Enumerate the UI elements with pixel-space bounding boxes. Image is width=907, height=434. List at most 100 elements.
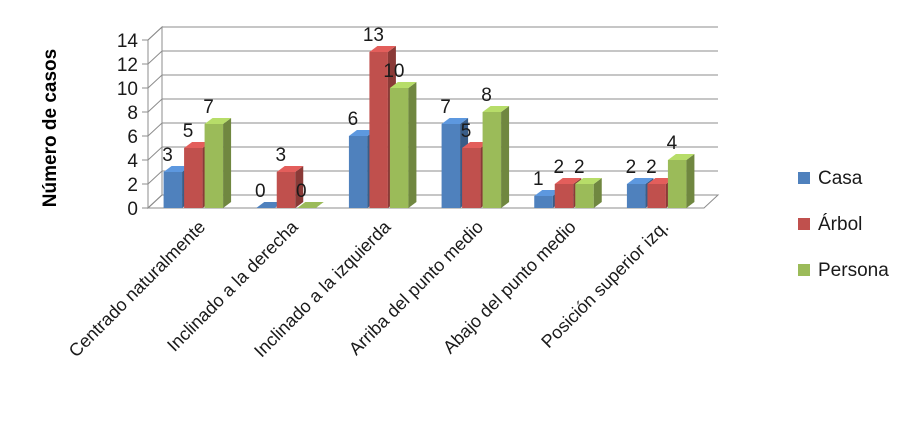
y-tick-label: 14: [117, 31, 139, 52]
bar-front: [647, 184, 666, 208]
legend-item-árbol: Árbol: [798, 214, 862, 235]
y-tick-label: 6: [127, 127, 138, 148]
legend-item-casa: Casa: [798, 168, 863, 189]
bar-front: [534, 196, 553, 208]
data-label: 2: [553, 157, 564, 178]
gridline: [147, 170, 718, 185]
y-axis-label: Número de casos: [40, 49, 61, 207]
bar-front: [389, 88, 409, 208]
bar-casa-1: [256, 202, 283, 208]
bar-top: [441, 118, 469, 124]
bar-front: [482, 112, 502, 208]
bar-top: [184, 142, 211, 148]
bar-top: [667, 154, 695, 160]
data-label: 5: [461, 121, 472, 142]
y-axis-ticks: 0 2 4 6 8 10 12 14: [117, 31, 139, 220]
y-tick-label: 4: [127, 151, 138, 172]
bar-side: [501, 106, 510, 208]
data-label: 10: [383, 61, 404, 82]
bar-top: [482, 106, 510, 112]
y-tick-label: 12: [117, 55, 138, 76]
gridline: [147, 26, 718, 41]
bar-top: [575, 178, 602, 184]
gridline: [147, 50, 718, 65]
bar-top: [554, 178, 582, 184]
bar-side: [295, 166, 304, 208]
bar-árbol-1: [276, 166, 304, 208]
data-label: 13: [363, 25, 384, 46]
bar-top: [348, 130, 376, 136]
gridline: [147, 194, 718, 209]
bar-top: [204, 118, 232, 124]
bar-persona-0: [204, 118, 232, 208]
bar-persona-2: [389, 82, 417, 208]
y-tick-label: 0: [127, 199, 138, 220]
data-label: 0: [296, 181, 307, 202]
bar-top: [276, 166, 304, 172]
legend-label: Casa: [818, 168, 863, 189]
bar-flat: [297, 202, 324, 208]
bar-front: [441, 124, 461, 208]
bar-persona-1: [297, 202, 324, 208]
data-label: 6: [348, 109, 359, 130]
bar-front: [163, 172, 183, 208]
bar-front: [667, 160, 687, 208]
legend-item-persona: Persona: [798, 260, 889, 281]
bar-top: [462, 142, 489, 148]
y-tick-label: 8: [127, 103, 138, 124]
data-label: 3: [162, 145, 173, 166]
bar-front: [184, 148, 203, 208]
bar-top: [369, 46, 396, 52]
bar-side: [686, 154, 695, 208]
data-label: 8: [481, 85, 492, 106]
gridline: [147, 74, 718, 89]
data-label: 2: [626, 157, 637, 178]
bar-front: [369, 52, 388, 208]
data-label: 4: [667, 133, 678, 154]
data-label: 0: [255, 181, 266, 202]
bar-top: [389, 82, 417, 88]
legend-swatch: [798, 218, 810, 230]
legend-swatch: [798, 264, 810, 276]
back-wall: [162, 27, 718, 195]
y-tick-label: 10: [117, 79, 138, 100]
gridline: [147, 98, 718, 113]
data-label: 5: [183, 121, 194, 142]
data-label: 3: [275, 145, 286, 166]
data-label: 2: [646, 157, 657, 178]
bar-persona-4: [575, 178, 602, 208]
bar-front: [575, 184, 594, 208]
bar-top: [647, 178, 674, 184]
bar-top: [626, 178, 654, 184]
legend-label: Persona: [818, 260, 889, 281]
gridlines: [142, 26, 718, 209]
bar-front: [462, 148, 481, 208]
legend-swatch: [798, 172, 810, 184]
bar-front: [204, 124, 224, 208]
bar-side: [408, 82, 417, 208]
y-tick-label: 2: [127, 175, 138, 196]
bar-front: [626, 184, 646, 208]
bar-top: [163, 166, 191, 172]
bar-persona-5: [667, 154, 695, 208]
bars: [163, 46, 695, 208]
legend: Casa Árbol Persona: [798, 168, 889, 281]
gridline: [147, 122, 718, 137]
data-label: 1: [533, 169, 544, 190]
data-label: 7: [440, 97, 451, 118]
data-label: 2: [574, 157, 585, 178]
legend-label: Árbol: [818, 214, 862, 235]
bar-top: [534, 190, 561, 196]
bar-flat: [256, 202, 283, 208]
bar-persona-3: [482, 106, 510, 208]
bar-side: [223, 118, 232, 208]
gridline: [147, 146, 718, 161]
bar-front: [276, 172, 296, 208]
bar-side: [593, 178, 602, 208]
side-wall: [147, 25, 163, 210]
bar-front: [554, 184, 574, 208]
